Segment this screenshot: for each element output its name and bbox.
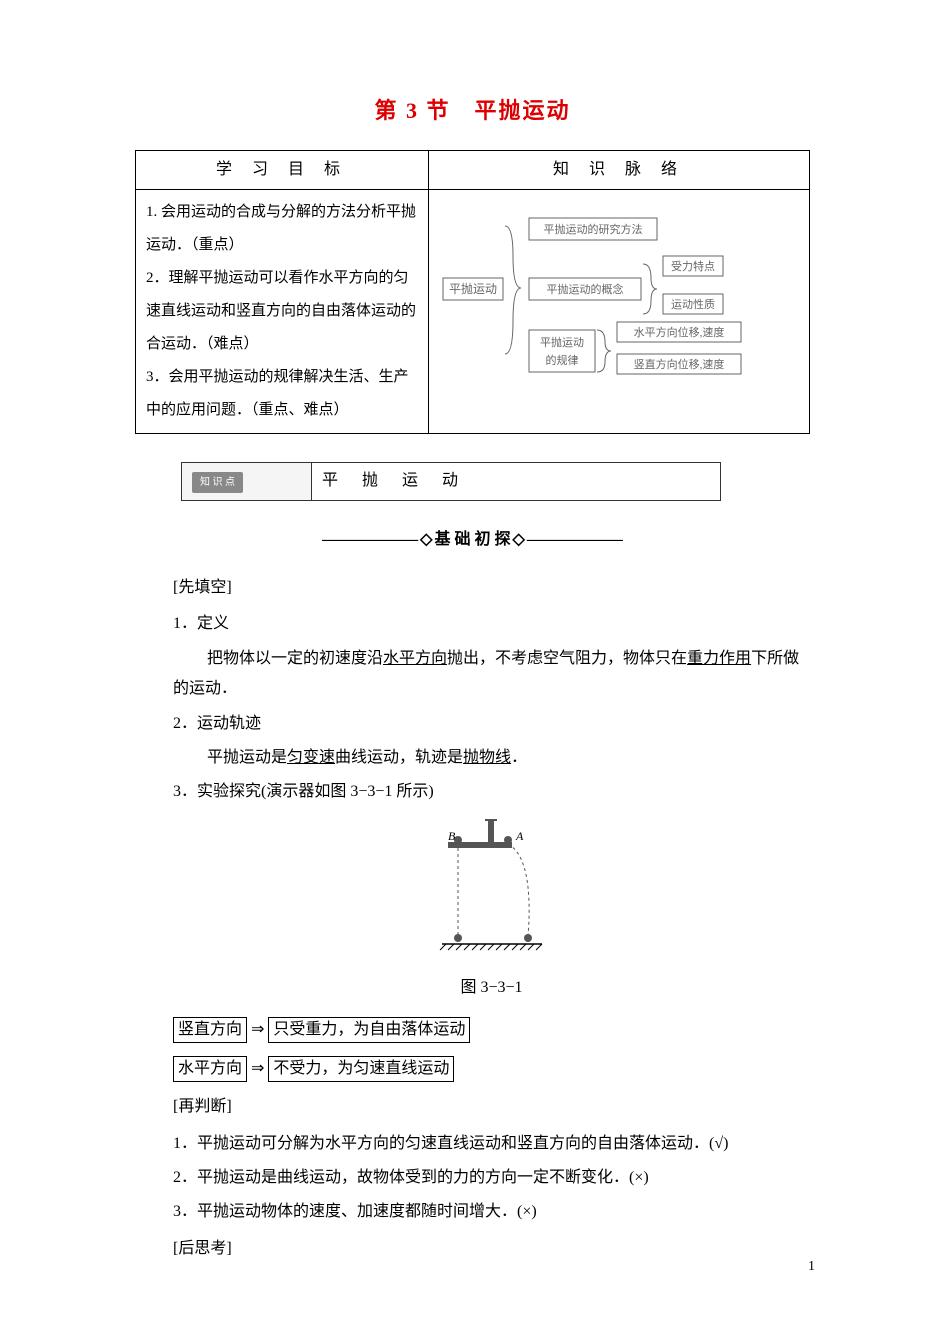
- bracket-after: [后思考]: [173, 1234, 810, 1264]
- bracket-fill: [先填空]: [173, 573, 810, 603]
- mind-n2: 平抛运动的概念: [547, 282, 624, 296]
- u: 重力作用: [687, 650, 751, 667]
- objectives-cell: 1. 会用运动的合成与分解的方法分析平抛运动．（重点） 2．理解平抛运动可以看作…: [136, 190, 429, 434]
- dash-right: ——————: [527, 531, 623, 548]
- item1-title: 1．定义: [173, 609, 810, 639]
- objectives-table: 学 习 目 标 知 识 脉 络 1. 会用运动的合成与分解的方法分析平抛运动．（…: [135, 150, 810, 434]
- section-bar-label: 平 抛 运 动: [312, 463, 721, 500]
- judge-3: 3．平抛运动物体的速度、加速度都随时间增大．(×): [173, 1197, 810, 1227]
- mind-n3b: 的规律: [546, 353, 579, 367]
- t: 把物体以一定的初速度沿: [207, 650, 383, 667]
- col-heading-mindmap: 知 识 脉 络: [429, 150, 810, 189]
- main-content: [先填空] 1．定义 把物体以一定的初速度沿水平方向抛出，不考虑空气阻力，物体只…: [135, 573, 810, 1264]
- section-pill: 知 识 点: [192, 472, 243, 493]
- boxed-row-1: 竖直方向⇒只受重力，为自由落体运动: [173, 1015, 810, 1045]
- sub-header-text: 基 础 初 探: [434, 531, 510, 548]
- t: 抛出，不考虑空气阻力，物体只在: [447, 650, 687, 667]
- mind-n3a: 平抛运动: [540, 335, 584, 349]
- box-vert-desc: 只受重力，为自由落体运动: [268, 1017, 470, 1043]
- mind-n3d: 竖直方向位移,速度: [634, 357, 725, 371]
- figure-caption: 图 3−3−1: [173, 973, 810, 1003]
- mindmap-cell: 平抛运动 平抛运动的研究方法 平抛运动的概念 受力特点 运动性质 平抛运动 的规…: [429, 190, 810, 434]
- experiment-svg: B A: [422, 818, 562, 958]
- label-A: A: [515, 829, 524, 843]
- item2-body: 平抛运动是匀变速曲线运动，轨迹是抛物线．: [173, 743, 810, 773]
- page-title: 第 3 节 平抛运动: [135, 90, 810, 132]
- bracket-judge: [再判断]: [173, 1092, 810, 1122]
- u: 水平方向: [383, 650, 447, 667]
- section-bar-icon-cell: 知 识 点: [182, 463, 312, 500]
- objective-3: 3．会用平抛运动的规律解决生活、生产中的应用问题．（重点、难点）: [146, 361, 418, 427]
- mind-n1: 平抛运动的研究方法: [544, 222, 643, 236]
- box-horiz-label: 水平方向: [173, 1056, 247, 1082]
- mindmap-diagram: 平抛运动 平抛运动的研究方法 平抛运动的概念 受力特点 运动性质 平抛运动 的规…: [439, 196, 799, 386]
- box-horiz-desc: 不受力，为匀速直线运动: [268, 1056, 454, 1082]
- item2-title: 2．运动轨迹: [173, 709, 810, 739]
- item1-body: 把物体以一定的初速度沿水平方向抛出，不考虑空气阻力，物体只在重力作用下所做的运动…: [173, 644, 810, 705]
- item3-title: 3．实验探究(演示器如图 3−3−1 所示): [173, 777, 810, 807]
- t: 曲线运动，轨迹是: [335, 749, 463, 766]
- arrow-icon: ⇒: [251, 1021, 264, 1038]
- section-bar: 知 识 点 平 抛 运 动: [181, 462, 721, 500]
- diamond-icon: ◇: [513, 531, 525, 548]
- mind-root: 平抛运动: [449, 281, 497, 296]
- mind-n2a: 受力特点: [671, 259, 715, 273]
- boxed-row-2: 水平方向⇒不受力，为匀速直线运动: [173, 1054, 810, 1084]
- arrow-icon: ⇒: [251, 1060, 264, 1077]
- t: 平抛运动是: [207, 749, 287, 766]
- judge-2: 2．平抛运动是曲线运动，故物体受到的力的方向一定不断变化．(×): [173, 1163, 810, 1193]
- u: 抛物线: [463, 749, 511, 766]
- objective-2: 2．理解平抛运动可以看作水平方向的匀速直线运动和竖直方向的自由落体运动的合运动．…: [146, 262, 418, 361]
- box-vert-label: 竖直方向: [173, 1017, 247, 1043]
- sub-header: ——————◇基 础 初 探◇——————: [135, 525, 810, 555]
- objective-1: 1. 会用运动的合成与分解的方法分析平抛运动．（重点）: [146, 196, 418, 262]
- page-number: 1: [808, 1254, 815, 1281]
- u: 匀变速: [287, 749, 335, 766]
- diamond-icon: ◇: [420, 531, 432, 548]
- col-heading-objectives: 学 习 目 标: [136, 150, 429, 189]
- judge-1: 1．平抛运动可分解为水平方向的匀速直线运动和竖直方向的自由落体运动．(√): [173, 1129, 810, 1159]
- t: ．: [511, 749, 527, 766]
- experiment-figure: B A: [173, 818, 810, 969]
- mind-n2b: 运动性质: [671, 297, 715, 311]
- mind-n3c: 水平方向位移,速度: [634, 325, 725, 339]
- label-B: B: [448, 829, 456, 843]
- dash-left: ——————: [322, 531, 418, 548]
